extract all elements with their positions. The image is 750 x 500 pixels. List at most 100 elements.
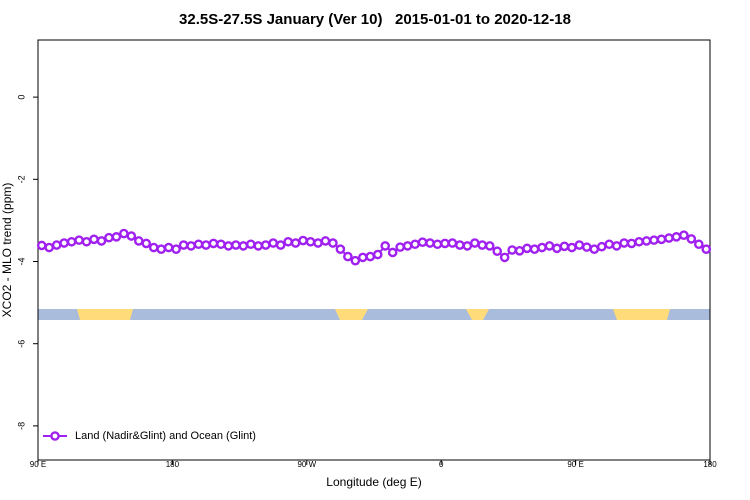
- point: [469, 238, 480, 248]
- point: [694, 239, 704, 250]
- y-tick-label: -4: [16, 257, 26, 265]
- point: [74, 235, 84, 245]
- point: [156, 244, 166, 254]
- chart-title: 32.5S-27.5S January (Ver 10) 2015-01-01 …: [179, 11, 571, 28]
- point: [290, 238, 301, 248]
- land-patch: [77, 309, 133, 320]
- y-tick-label: -2: [16, 175, 26, 183]
- point: [671, 232, 682, 242]
- point: [357, 252, 368, 263]
- point: [126, 231, 137, 241]
- x-axis-label: Longitude (deg E): [326, 475, 421, 489]
- point: [201, 240, 211, 250]
- point: [701, 244, 712, 254]
- point: [193, 239, 204, 250]
- point: [619, 238, 629, 248]
- point: [223, 241, 234, 251]
- point: [111, 232, 122, 242]
- point: [372, 249, 383, 260]
- point: [410, 239, 420, 250]
- point: [133, 236, 144, 246]
- point: [186, 241, 196, 251]
- point: [96, 236, 107, 246]
- point: [335, 244, 346, 254]
- point: [455, 240, 465, 250]
- legend-marker: [50, 431, 60, 441]
- point: [44, 242, 55, 253]
- point: [66, 236, 77, 247]
- legend-label: Land (Nadir&Glint) and Ocean (Glint): [75, 430, 256, 442]
- y-tick-label: -6: [16, 340, 26, 348]
- y-tick-label: -8: [16, 422, 26, 430]
- x-tick-label: 0: [439, 460, 444, 469]
- point: [36, 240, 47, 251]
- point: [51, 240, 62, 250]
- point: [148, 242, 159, 253]
- point: [395, 242, 405, 252]
- x-tick-label: 90 E: [567, 460, 583, 469]
- point: [365, 251, 376, 262]
- land-patch: [613, 309, 670, 320]
- point: [81, 236, 92, 247]
- point: [604, 239, 615, 250]
- point: [484, 241, 495, 251]
- point: [171, 244, 181, 254]
- point: [559, 241, 570, 252]
- point: [656, 234, 667, 245]
- point: [141, 238, 152, 249]
- point: [499, 252, 510, 263]
- point: [611, 241, 622, 251]
- point: [313, 238, 323, 248]
- x-tick-label: 90 W: [297, 460, 316, 469]
- point: [649, 235, 659, 245]
- point: [208, 238, 219, 249]
- point: [679, 230, 689, 241]
- land-patch: [466, 309, 489, 320]
- point: [328, 238, 338, 248]
- point: [245, 239, 256, 250]
- point: [552, 243, 562, 254]
- x-tick-label: 90 E: [30, 460, 46, 469]
- point: [163, 242, 174, 253]
- point: [596, 241, 607, 252]
- point: [425, 238, 435, 248]
- land-ocean-band: [38, 309, 710, 320]
- x-tick-label: 180: [166, 460, 180, 469]
- point: [440, 238, 450, 249]
- point: [589, 244, 600, 254]
- point: [417, 237, 428, 247]
- point: [544, 241, 555, 251]
- point: [320, 236, 331, 246]
- point: [529, 244, 540, 254]
- point: [432, 239, 443, 250]
- point: [574, 240, 585, 250]
- point: [462, 241, 473, 251]
- point: [567, 242, 577, 253]
- point: [275, 240, 286, 250]
- point: [447, 238, 458, 248]
- point: [253, 241, 264, 251]
- plot-frame: [37, 39, 711, 461]
- point: [260, 240, 271, 250]
- point: [216, 239, 226, 250]
- point: [477, 240, 488, 250]
- y-axis-label: XCO2 - MLO trend (ppm): [0, 183, 14, 318]
- point: [387, 247, 398, 258]
- point: [582, 242, 592, 252]
- point: [380, 241, 391, 251]
- point: [238, 241, 249, 251]
- x-tick-label: 180: [703, 460, 717, 469]
- point: [119, 228, 129, 239]
- point: [178, 240, 189, 250]
- point: [350, 255, 361, 266]
- point: [104, 232, 114, 243]
- point: [402, 241, 413, 251]
- point: [231, 240, 241, 250]
- point: [664, 233, 674, 243]
- point: [686, 234, 697, 244]
- point: [514, 246, 525, 256]
- point: [492, 246, 503, 257]
- point: [641, 236, 652, 246]
- ocean-band: [38, 309, 710, 320]
